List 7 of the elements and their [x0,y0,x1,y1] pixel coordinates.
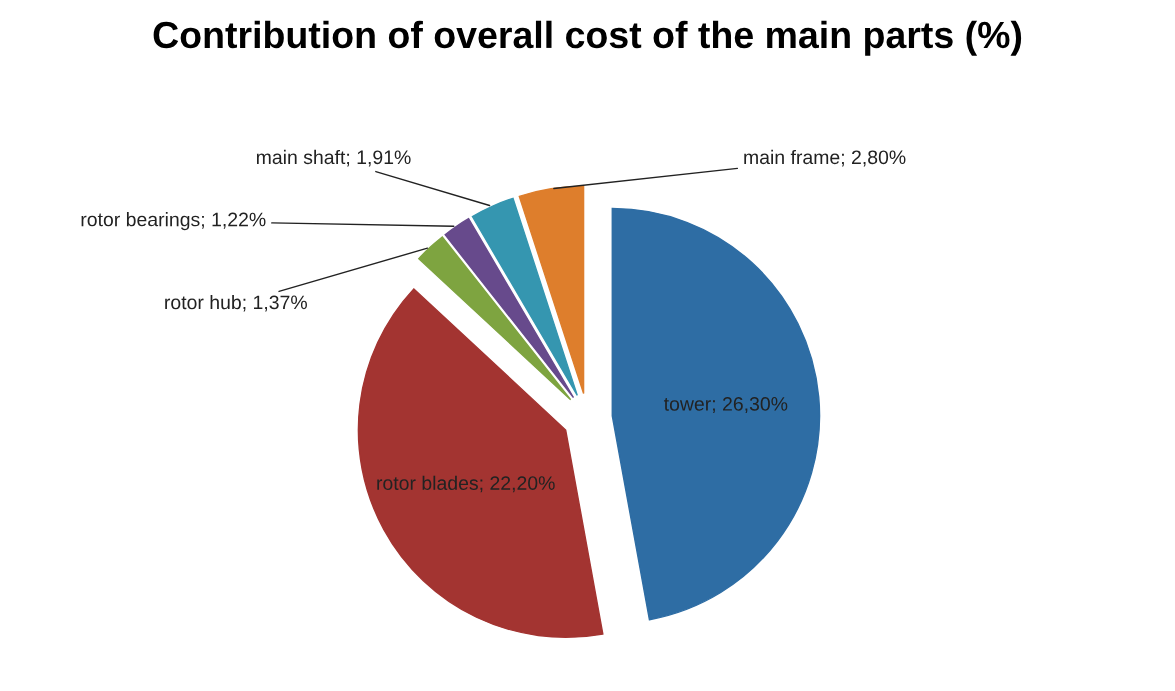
slice-label: main frame; 2,80% [744,149,906,167]
slice-label: rotor bearings; 1,22% [81,212,266,231]
chart-title: Contribution of overall cost of the main parts (%) [153,20,1022,56]
slice-label: rotor hub; 1,37% [165,294,307,312]
slice-label: tower; 26,30% [663,397,788,414]
slice-label: rotor blades; 22,20% [377,475,555,493]
slice-label: main shaft; 1,91% [256,149,411,167]
